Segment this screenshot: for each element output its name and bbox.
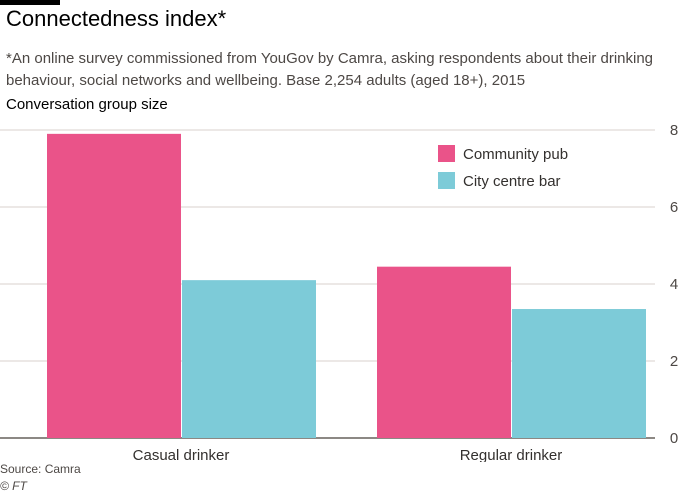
category-label: Regular drinker [460, 447, 563, 462]
bars [47, 133, 646, 438]
chart-title: Connectedness index* [6, 6, 227, 31]
legend: Community pub City centre bar [438, 145, 568, 190]
y-tick-labels: 0 2 4 6 8 [670, 122, 678, 447]
y-tick-label: 2 [670, 353, 678, 370]
bar-city-centre-bar-regular-drinker [512, 309, 646, 438]
bar-city-centre-bar-casual-drinker [182, 280, 316, 438]
y-tick-label: 8 [670, 122, 678, 139]
category-label: Casual drinker [133, 447, 230, 462]
source-note: Source: Camra [0, 462, 81, 476]
category-labels: Casual drinker Regular drinker [133, 447, 563, 462]
y-tick-label: 6 [670, 199, 678, 216]
bar-community-pub-regular-drinker [377, 266, 511, 438]
y-tick-label: 0 [670, 430, 678, 447]
bar-chart: 0 2 4 6 8 Casual drinker Regular drinker Comm… [0, 122, 678, 462]
y-tick-label: 4 [670, 276, 678, 293]
y-axis-label: Conversation group size [6, 96, 168, 113]
legend-label: City centre bar [463, 173, 561, 190]
legend-swatch [438, 145, 455, 162]
credit-note: © FT [0, 479, 27, 493]
bar-community-pub-casual-drinker [47, 133, 181, 438]
legend-swatch [438, 172, 455, 189]
chart-subtitle: *An online survey commissioned from YouG… [6, 50, 654, 89]
top-rule [0, 0, 60, 5]
legend-label: Community pub [463, 146, 568, 163]
